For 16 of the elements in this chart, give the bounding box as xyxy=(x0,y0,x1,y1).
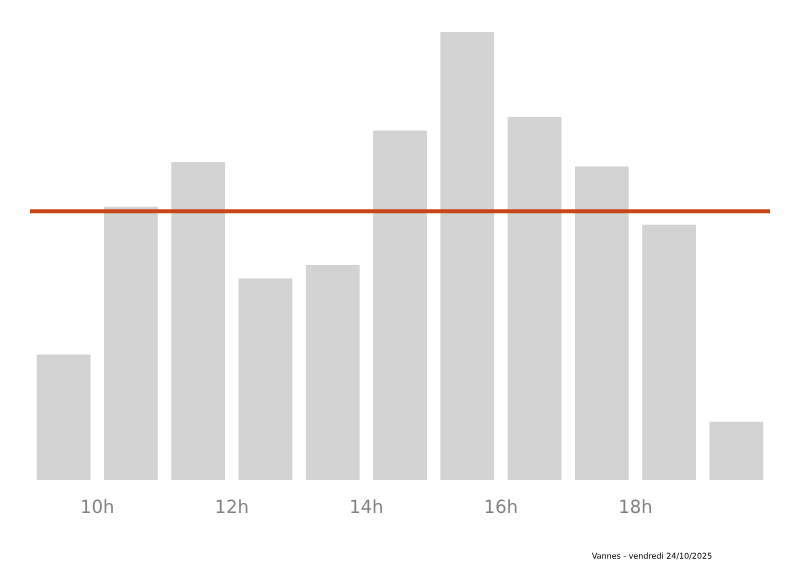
bar xyxy=(507,117,562,480)
bar xyxy=(709,421,764,480)
bar xyxy=(238,278,293,480)
bar xyxy=(36,354,91,480)
x-tick-label: 12h xyxy=(216,499,248,513)
bar xyxy=(642,224,697,480)
bar xyxy=(373,130,427,480)
x-tick-label: 18h xyxy=(620,499,652,514)
x-tick-label: 14h xyxy=(351,499,382,513)
bar xyxy=(574,166,629,480)
bar xyxy=(305,264,360,480)
bar xyxy=(171,161,226,480)
bar xyxy=(104,206,158,480)
bar xyxy=(440,31,495,480)
x-tick-label: 10h xyxy=(82,499,113,514)
x-tick-label: 16h xyxy=(485,499,517,514)
